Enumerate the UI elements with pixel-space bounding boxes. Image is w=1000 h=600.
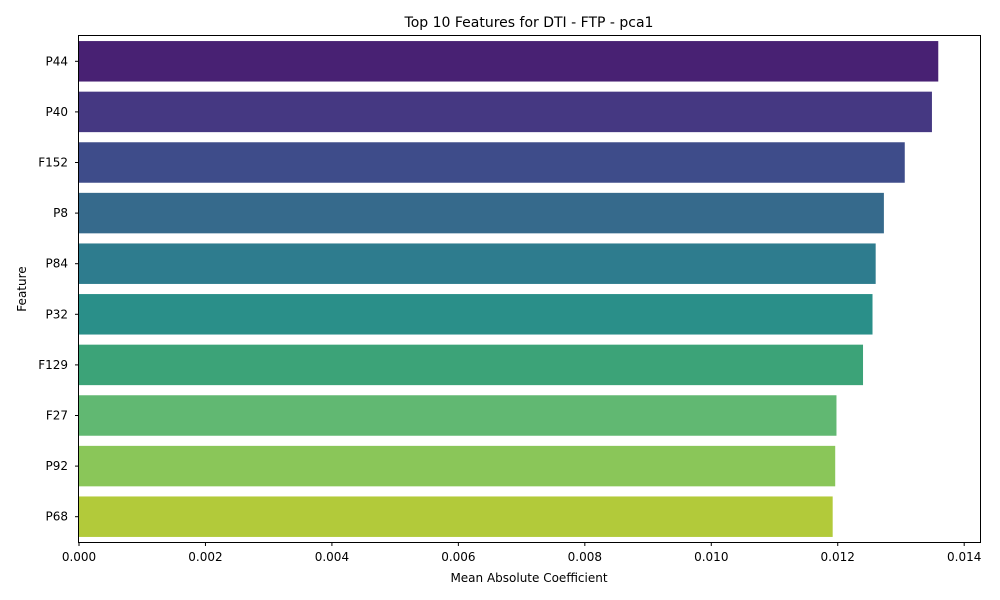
y-tick-label: P68: [45, 510, 68, 524]
bar-f129: [79, 344, 864, 386]
bars-group: [79, 41, 939, 537]
x-tick-label: 0.014: [947, 550, 981, 564]
y-tick-label: F129: [38, 358, 68, 372]
y-tick-label: P8: [53, 206, 68, 220]
bar-p8: [79, 192, 884, 234]
x-axis: 0.000 0.002 0.004 0.006 0.008 0.010 0.012 0.014: [62, 542, 981, 564]
x-tick-label: 0.010: [694, 550, 728, 564]
bar-p32: [79, 294, 873, 335]
x-tick-label: 0.006: [441, 550, 475, 564]
bar-f152: [79, 142, 905, 183]
y-tick-label: P44: [45, 54, 68, 68]
y-tick-label: F27: [46, 409, 68, 423]
bar-p68: [79, 496, 833, 537]
x-tick-label: 0.012: [821, 550, 855, 564]
plot-frame: [78, 35, 981, 543]
x-tick-label: 0.008: [568, 550, 602, 564]
bar-f27: [79, 395, 837, 436]
x-tick-label: 0.000: [62, 550, 96, 564]
y-tick-label: P92: [45, 459, 68, 473]
bar-p44: [79, 41, 939, 82]
bar-p40: [79, 91, 932, 133]
x-axis-title: Mean Absolute Coefficient: [450, 571, 607, 585]
bar-p92: [79, 445, 836, 487]
chart-title: Top 10 Features for DTI - FTP - pca1: [404, 15, 654, 31]
y-axis-title: Feature: [15, 266, 29, 311]
y-tick-label: P84: [45, 257, 68, 271]
y-tick-label: P40: [45, 105, 68, 119]
y-axis: P44 P40 F152 P8 P84 P32 F129 F27 P92 P68: [38, 54, 79, 524]
x-tick-label: 0.002: [188, 550, 222, 564]
y-tick-label: P32: [45, 307, 68, 321]
bar-p84: [79, 243, 876, 284]
x-tick-label: 0.004: [315, 550, 349, 564]
y-tick-label: F152: [38, 156, 68, 170]
